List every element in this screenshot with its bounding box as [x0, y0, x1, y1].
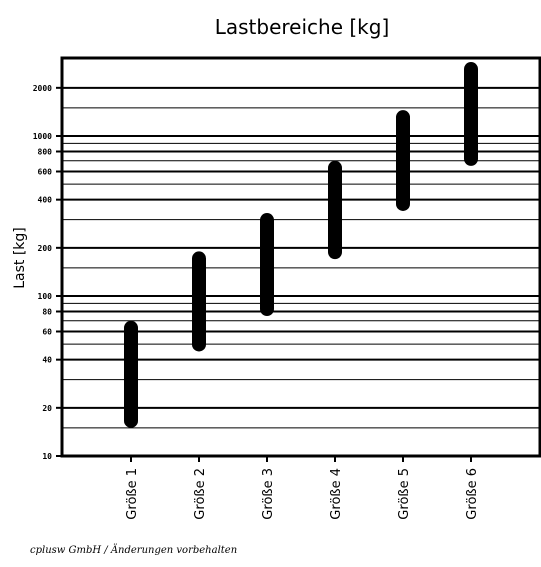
y-tick-label: 80: [42, 308, 52, 317]
range-bar: [396, 110, 410, 211]
range-bar: [328, 160, 342, 260]
footer-note: cplusw GmbH / Änderungen vorbehalten: [30, 545, 238, 556]
y-tick-labels: 10 20 40 60 80 100 200 400 600 800 1000 2000: [33, 84, 62, 461]
x-tick-label: Größe 4: [329, 468, 344, 520]
x-tick-label: Größe 1: [125, 468, 140, 520]
x-tick-label: Größe 3: [261, 468, 276, 520]
y-tick-label: 200: [38, 244, 53, 253]
y-tick-label: 20: [42, 404, 52, 413]
plot-frame: [60, 56, 541, 458]
x-tick-label: Größe 6: [465, 468, 480, 520]
y-tick-label: 800: [38, 148, 53, 157]
y-tick-label: 60: [42, 327, 52, 336]
x-tick-labels: Größe 1 Größe 2 Größe 3 Größe 4 Größe 5 Größe…: [125, 456, 480, 520]
chart: Lastbereiche [kg] Last [kg] 102040608010…: [12, 15, 541, 520]
y-tick-label: 40: [42, 356, 52, 365]
range-bar: [192, 251, 206, 352]
y-tick-label: 1000: [33, 132, 52, 141]
x-tick-label: Größe 2: [193, 468, 208, 520]
y-axis-label: Last [kg]: [12, 227, 28, 289]
y-tick-label: 400: [38, 196, 53, 205]
range-bars: [124, 62, 478, 428]
y-tick-label: 2000: [33, 84, 52, 93]
x-tick-label: Größe 5: [397, 468, 412, 520]
y-tick-label: 10: [42, 452, 52, 461]
y-tick-label: 600: [38, 167, 53, 176]
range-bar: [260, 213, 274, 316]
y-tick-label: 100: [38, 292, 53, 301]
chart-title: Lastbereiche [kg]: [215, 15, 390, 39]
range-bar: [124, 320, 138, 428]
range-bar: [464, 62, 478, 166]
